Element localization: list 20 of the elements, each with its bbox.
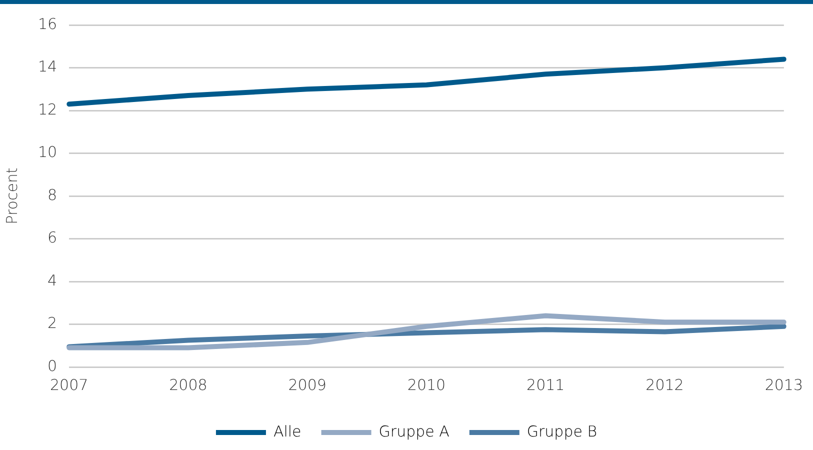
y-tick-label: 0 bbox=[48, 356, 58, 375]
y-tick-label: 2 bbox=[48, 314, 58, 332]
y-tick-label: 10 bbox=[38, 143, 58, 162]
legend-label: Alle bbox=[273, 422, 302, 440]
legend-label: Gruppe B bbox=[526, 422, 598, 440]
y-tick-label: 14 bbox=[38, 58, 58, 76]
x-tick-label: 2010 bbox=[407, 376, 446, 394]
y-tick-label: 6 bbox=[48, 228, 58, 247]
y-tick-label: 12 bbox=[38, 100, 58, 118]
y-axis-title: Procent bbox=[2, 168, 21, 224]
y-tick-label: 8 bbox=[48, 186, 58, 204]
x-tick-label: 2011 bbox=[526, 376, 565, 394]
legend-label: Gruppe A bbox=[378, 422, 450, 440]
y-tick-label: 4 bbox=[48, 271, 58, 290]
x-tick-label: 2007 bbox=[50, 376, 88, 394]
x-tick-label: 2013 bbox=[764, 376, 804, 394]
x-tick-label: 2008 bbox=[169, 376, 208, 394]
x-tick-label: 2012 bbox=[646, 376, 684, 394]
x-tick-label: 2009 bbox=[288, 376, 326, 394]
y-tick-label: 16 bbox=[38, 14, 58, 33]
